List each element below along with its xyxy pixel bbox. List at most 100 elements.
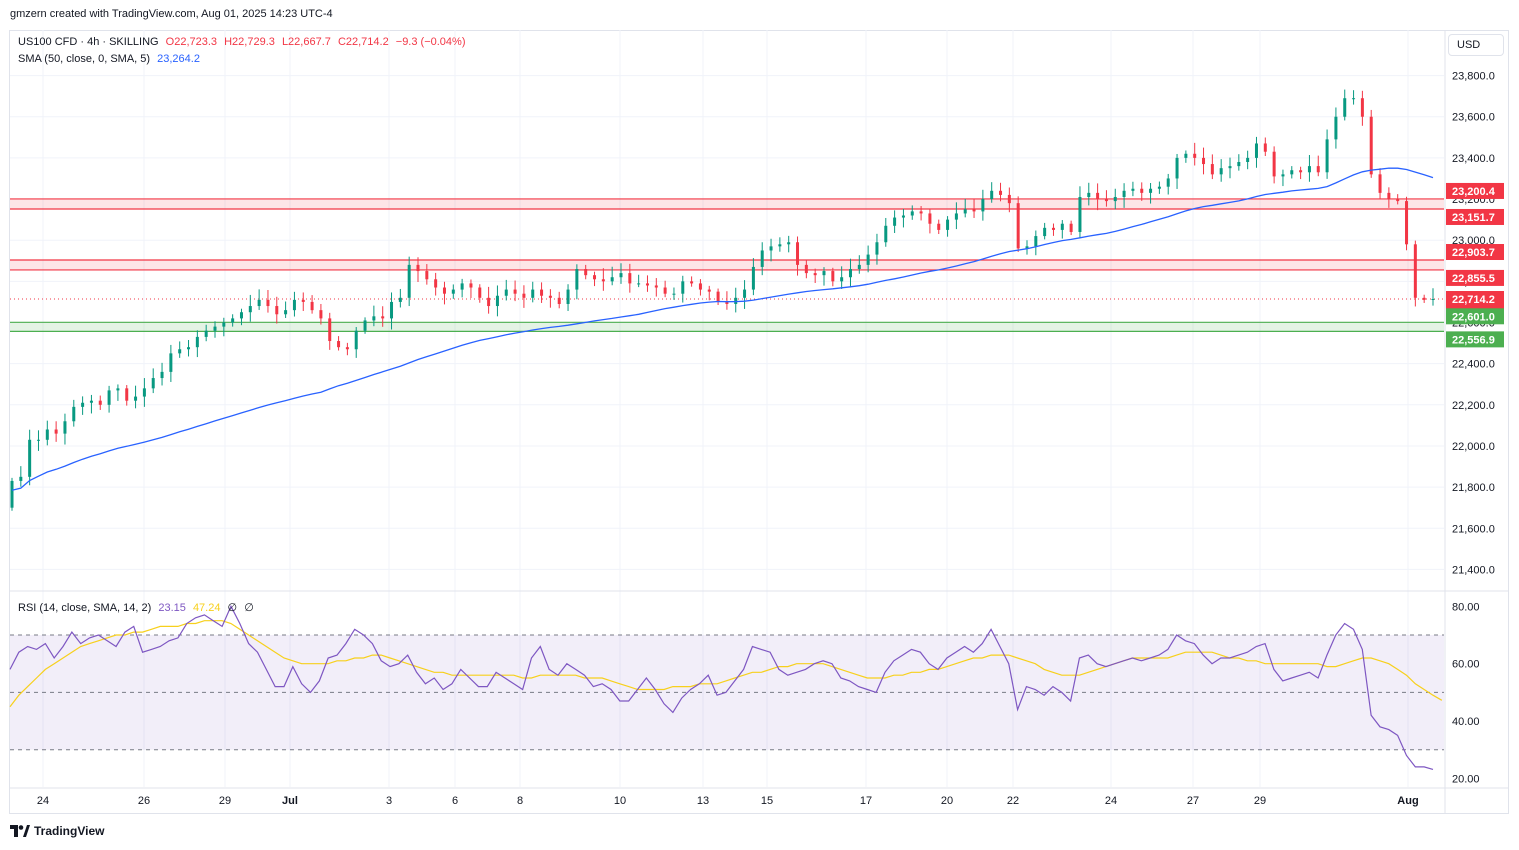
- y-tick-label: 23,600.0: [1452, 112, 1495, 124]
- candle-body: [1149, 188, 1153, 193]
- rsi-line: [9, 604, 1434, 770]
- candle-body: [1113, 196, 1117, 202]
- candle-body: [319, 310, 323, 319]
- candle-body: [363, 320, 367, 331]
- candle-body: [1369, 116, 1373, 175]
- candle-body: [19, 476, 23, 481]
- x-tick-label: 27: [1187, 795, 1199, 807]
- candle-body: [1237, 162, 1241, 167]
- rsi-label: RSI (14, close, SMA, 14, 2): [18, 602, 152, 614]
- candle-body: [390, 301, 394, 319]
- chart-frame: [9, 30, 1509, 814]
- candle-body: [672, 293, 676, 295]
- candle-body: [848, 269, 852, 278]
- candle-body: [354, 330, 358, 350]
- x-tick-label: 22: [1007, 795, 1019, 807]
- sma-value: 23,264.2: [157, 53, 200, 65]
- candle-body: [328, 318, 332, 342]
- candle-body: [1210, 164, 1214, 175]
- candle-body: [266, 299, 270, 307]
- candle-body: [601, 279, 605, 282]
- candle-body: [866, 254, 870, 265]
- candle-body: [487, 297, 491, 307]
- candle-body: [1246, 157, 1250, 162]
- x-tick-label: 15: [761, 795, 773, 807]
- candle-body: [990, 190, 994, 200]
- candles-group: [10, 89, 1435, 511]
- candle-body: [751, 266, 755, 290]
- candle-body: [1034, 236, 1038, 247]
- candle-body: [81, 402, 85, 407]
- tradingview-footer[interactable]: TradingView: [10, 824, 104, 838]
- candle-body: [1096, 192, 1100, 200]
- candle-body: [178, 349, 182, 354]
- y-tick-label: 21,800.0: [1452, 482, 1495, 494]
- candle-body: [1352, 98, 1356, 100]
- price-label-bg: [1446, 331, 1504, 348]
- candle-body: [248, 306, 252, 313]
- candle-body: [610, 277, 614, 282]
- candle-body: [142, 388, 146, 397]
- candle-body: [804, 264, 808, 274]
- price-label: 22,855.5: [1452, 273, 1495, 285]
- rsi-tick-label: 40.00: [1452, 716, 1480, 728]
- candle-body: [1325, 139, 1329, 173]
- attribution-text: gmzern created with TradingView.com, Aug…: [10, 8, 333, 20]
- candle-body: [954, 213, 958, 220]
- rsi-background: [10, 634, 1444, 751]
- rsi-extra-1: ∅: [227, 602, 238, 614]
- candle-body: [981, 199, 985, 212]
- candle-body: [557, 297, 561, 304]
- candle-body: [160, 371, 164, 379]
- price-label-bg: [1446, 291, 1504, 308]
- y-tick-label: 22,000.0: [1452, 441, 1495, 453]
- candle-body: [910, 211, 914, 216]
- candle-body: [151, 378, 155, 389]
- x-tick-label: 6: [452, 795, 458, 807]
- candle-body: [478, 287, 482, 298]
- candle-body: [1007, 194, 1011, 204]
- candle-body: [778, 244, 782, 247]
- candle-body: [1140, 188, 1144, 193]
- candle-body: [1025, 246, 1029, 249]
- candle-body: [451, 289, 455, 294]
- candle-body: [628, 273, 632, 284]
- candle-body: [901, 215, 905, 218]
- candle-body: [381, 316, 385, 319]
- x-tick-label: 29: [219, 795, 231, 807]
- candle-body: [725, 301, 729, 304]
- price-labels-group: 23,200.4 23,151.7 22,903.7 22,855.5 22,714.2…: [1446, 182, 1504, 348]
- candle-body: [1431, 299, 1435, 301]
- candle-body: [1069, 223, 1073, 232]
- candle-body: [45, 429, 49, 440]
- sma-legend: SMA (50, close, 0, SMA, 5) 23,264.2: [18, 53, 204, 65]
- price-label-bg: [1446, 208, 1504, 225]
- candle-body: [734, 297, 738, 304]
- y-tick-label: 22,400.0: [1452, 359, 1495, 371]
- candle-body: [28, 439, 32, 477]
- candle-body: [407, 264, 411, 298]
- candle-body: [398, 297, 402, 302]
- candle-body: [1316, 166, 1320, 173]
- candle-body: [1175, 157, 1179, 179]
- price-label: 23,151.7: [1452, 212, 1495, 224]
- candle-body: [89, 400, 93, 403]
- candle-body: [36, 439, 40, 441]
- candle-body: [284, 310, 288, 315]
- candle-body: [1299, 170, 1303, 173]
- candle-body: [301, 299, 305, 302]
- rsi-sma-value: 47.24: [192, 602, 221, 614]
- candle-body: [1043, 227, 1047, 237]
- candle-body: [469, 283, 473, 288]
- candle-body: [645, 283, 649, 286]
- candle-body: [1131, 188, 1135, 191]
- tradingview-logo-text: TradingView: [34, 824, 105, 838]
- candle-body: [637, 283, 641, 285]
- candle-body: [54, 429, 58, 434]
- currency-button[interactable]: USD: [1448, 34, 1504, 56]
- tradingview-logo-icon: [10, 825, 30, 837]
- candle-body: [116, 388, 120, 391]
- candle-body: [972, 209, 976, 212]
- candle-body: [1219, 168, 1223, 175]
